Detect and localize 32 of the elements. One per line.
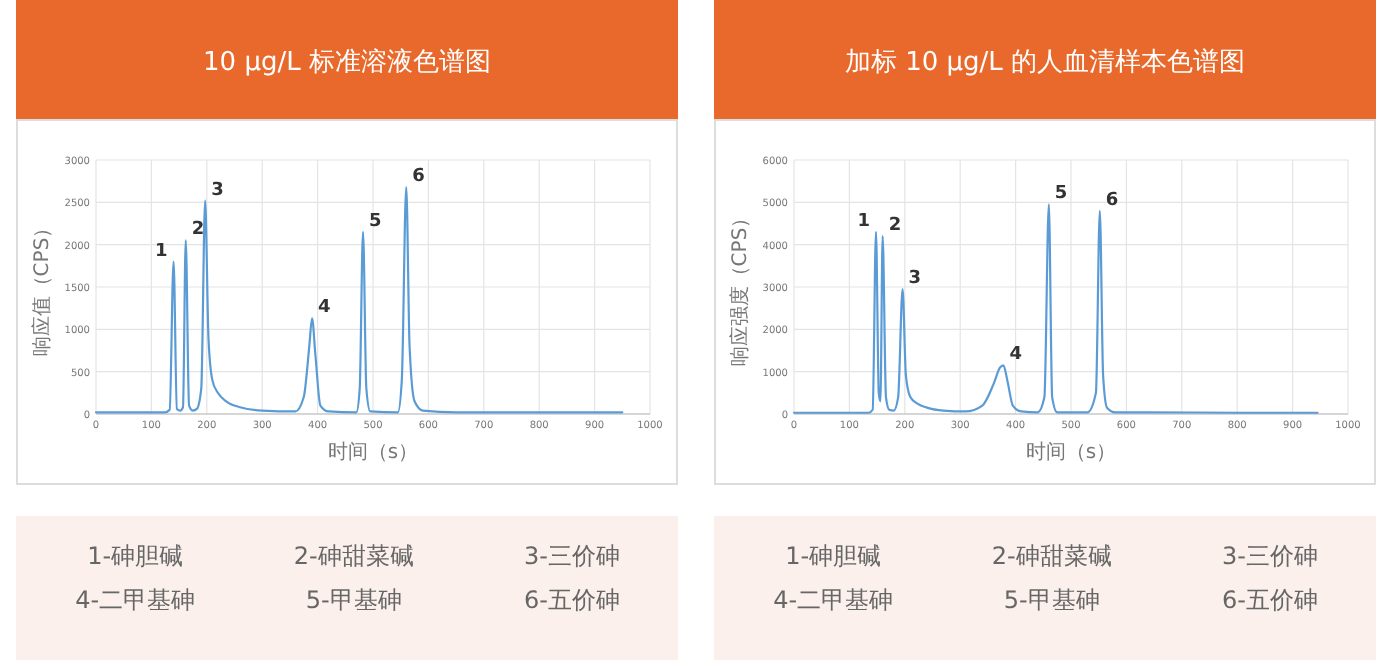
annotation: 6 [412, 167, 425, 188]
text: 6-五价砷 [1222, 586, 1319, 614]
x-axis-title: 时间（s） [327, 440, 419, 464]
text: 3-三价砷 [1222, 542, 1319, 570]
annotation: 3 [211, 180, 224, 201]
text: 5-甲基砷 [1003, 586, 1100, 614]
annotation: 4 [1009, 345, 1022, 366]
text: 4-二甲基砷 [75, 586, 196, 614]
text: 2-砷甜菜碱 [991, 542, 1112, 570]
annotation: 2 [191, 220, 205, 241]
annotation: 3 [908, 269, 922, 290]
text: 1-砷胆碱 [785, 542, 882, 570]
text: 1-砷胆碱 [87, 542, 184, 570]
text: 2-砷甜菜碱 [293, 542, 414, 570]
line-series [94, 185, 624, 414]
x-axis-title: 时间（s） [1025, 440, 1117, 464]
annotation: 1 [857, 211, 870, 232]
chart-title: 10 μg/L 标准溶液色谱图 [203, 46, 491, 78]
text: 5-甲基砷 [305, 586, 402, 614]
chart-title: 加标 10 μg/L 的人血清样本色谱图 [844, 48, 1246, 78]
annotation: 4 [318, 298, 331, 319]
annotation: 1 [155, 241, 168, 262]
text: 3-三价砷 [524, 542, 621, 570]
annotation: 2 [888, 216, 902, 237]
y-axis-title: 响应强度（CPS） [728, 207, 752, 367]
line-series [792, 203, 1319, 414]
text: 6-五价砷 [524, 586, 621, 614]
text: 4-二甲基砷 [773, 586, 894, 614]
annotation: 6 [1105, 190, 1119, 211]
annotation: 5 [369, 211, 382, 232]
annotation: 5 [1054, 184, 1068, 205]
y-axis-title: 响应值（CPS） [30, 217, 54, 357]
